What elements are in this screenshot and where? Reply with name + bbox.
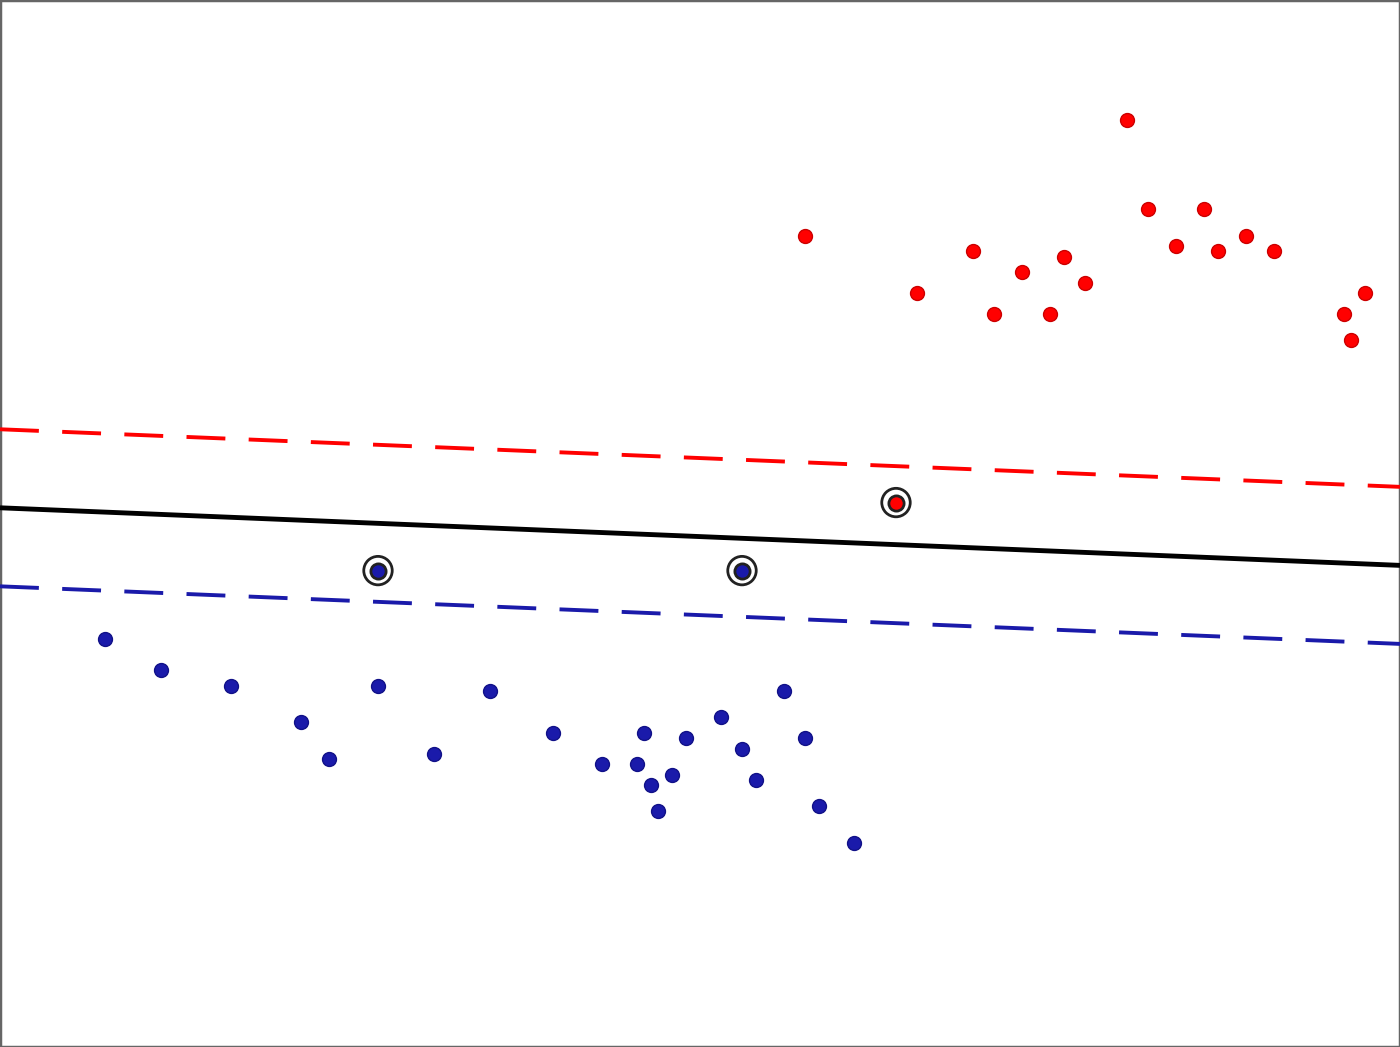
Point (661, 766, 683, 783)
Point (1137, 201, 1159, 218)
Point (885, 494, 907, 511)
Point (1263, 243, 1285, 260)
Point (94, 630, 116, 647)
Point (794, 730, 816, 747)
Point (710, 709, 732, 726)
Point (962, 243, 984, 260)
Point (773, 683, 795, 699)
Point (794, 227, 816, 244)
Point (367, 562, 389, 579)
Point (640, 777, 662, 794)
Point (542, 725, 564, 741)
Point (647, 803, 669, 820)
Point (1235, 227, 1257, 244)
Point (1039, 306, 1061, 322)
Point (367, 562, 389, 579)
Point (731, 562, 753, 579)
Point (843, 834, 865, 851)
Point (626, 756, 648, 773)
Point (318, 751, 340, 767)
Point (150, 662, 172, 678)
Point (220, 677, 242, 694)
Point (1165, 238, 1187, 254)
Point (479, 683, 501, 699)
Point (745, 772, 767, 788)
Point (1053, 248, 1075, 265)
Point (423, 745, 445, 762)
Point (591, 756, 613, 773)
Point (1193, 201, 1215, 218)
Point (731, 740, 753, 757)
Point (1207, 243, 1229, 260)
Point (731, 562, 753, 579)
Point (808, 798, 830, 815)
Point (1011, 264, 1033, 281)
Point (906, 285, 928, 302)
Point (1340, 332, 1362, 349)
Point (367, 677, 389, 694)
Point (675, 730, 697, 747)
Point (290, 714, 312, 731)
Point (885, 494, 907, 511)
Point (1074, 274, 1096, 291)
Point (983, 306, 1005, 322)
Point (1354, 285, 1376, 302)
Point (1116, 112, 1138, 129)
Point (633, 725, 655, 741)
Point (1333, 306, 1355, 322)
